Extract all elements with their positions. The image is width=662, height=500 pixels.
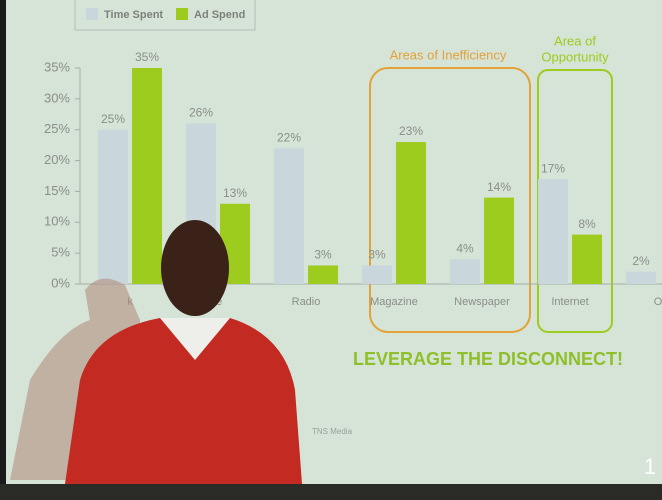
head xyxy=(161,220,229,316)
presenter xyxy=(0,0,662,500)
photo: TNS Media 0%5%10%15%20%25%30%35%Time Spe… xyxy=(0,0,662,500)
